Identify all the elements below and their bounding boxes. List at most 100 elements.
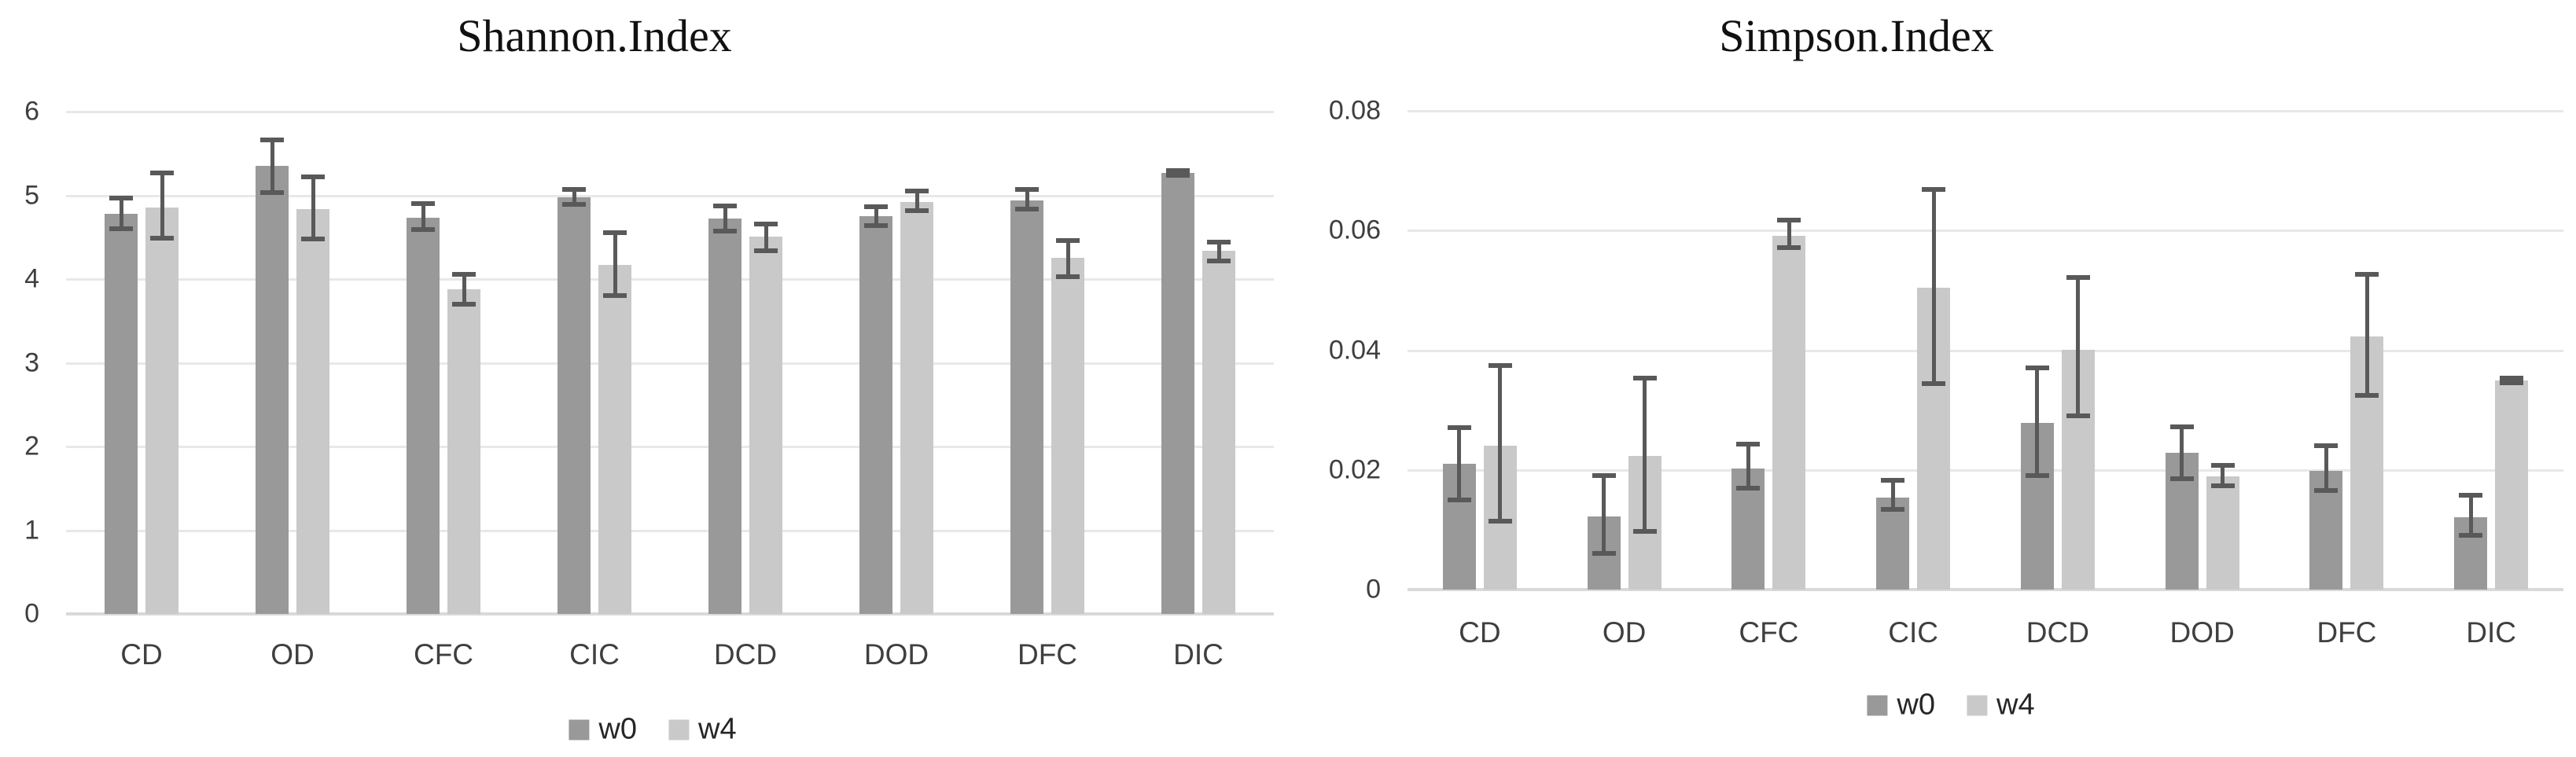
error-cap-bottom <box>260 190 284 196</box>
error-cap-bottom <box>2169 476 2194 482</box>
error-cap-top <box>1056 238 1080 243</box>
bar-w0-CFC <box>407 218 440 614</box>
error-cap-bottom <box>1447 497 1471 502</box>
y-axis-tick-label: 6 <box>24 96 39 127</box>
error-bar-w0-DOD <box>2180 426 2184 480</box>
error-cap-bottom <box>603 293 627 299</box>
error-cap-bottom <box>2066 413 2090 419</box>
error-cap-top <box>2169 424 2194 429</box>
bar-w0-DOD <box>859 216 892 614</box>
error-bar-w0-DCD <box>2035 368 2040 476</box>
error-cap-bottom <box>1056 274 1080 279</box>
gridline <box>1408 110 2563 112</box>
bar-w0-CD <box>105 213 138 614</box>
chart-title: Shannon.Index <box>457 10 732 61</box>
error-bar-w0-CIC <box>1890 480 1895 509</box>
bar-w0-DIC <box>1161 172 1194 614</box>
error-bar-w0-CFC <box>421 204 425 230</box>
y-axis-tick-label: 0.04 <box>1328 335 1381 365</box>
error-cap-top <box>2459 492 2483 498</box>
error-bar-w4-DFC <box>1065 241 1070 277</box>
error-bar-w0-DFC <box>2324 446 2328 491</box>
error-cap-top <box>2355 271 2379 277</box>
y-axis-tick-label: 0 <box>24 598 39 629</box>
x-axis-category-label: DCD <box>713 638 778 671</box>
legend-label-w0: w0 <box>1897 688 1935 722</box>
legend-label-w0: w0 <box>598 712 637 746</box>
error-bar-w4-DIC <box>2509 377 2514 384</box>
error-bar-w0-OD <box>1602 476 1606 554</box>
error-cap-bottom <box>1632 529 1657 535</box>
error-bar-w4-CD <box>160 172 164 238</box>
bar-w4-DOD <box>2206 476 2239 590</box>
error-bar-w4-DOD <box>2221 465 2225 486</box>
error-cap-bottom <box>1736 485 1761 491</box>
error-cap-top <box>1736 442 1761 447</box>
error-cap-top <box>603 230 627 236</box>
error-cap-top <box>754 221 778 226</box>
bar-w4-CIC <box>598 264 631 614</box>
error-cap-bottom <box>2459 533 2483 538</box>
error-cap-top <box>905 189 929 194</box>
error-bar-w0-OD <box>270 140 274 193</box>
legend: w0 w4 <box>1867 689 2035 722</box>
x-axis-category-label: CD <box>1459 616 1501 649</box>
legend-item-w4: w4 <box>668 713 737 747</box>
error-bar-w4-CFC <box>462 274 466 304</box>
legend-swatch-w0 <box>569 719 590 740</box>
bar-w4-OD <box>296 208 329 614</box>
error-bar-w0-DIC <box>2468 494 2473 536</box>
y-axis-tick-label: 1 <box>24 515 39 545</box>
bar-w4-DFC <box>1051 258 1084 614</box>
error-cap-bottom <box>2355 392 2379 398</box>
x-axis-category-label: DFC <box>2317 616 2377 649</box>
error-cap-top <box>301 175 325 180</box>
bar-w0-DFC <box>1010 200 1043 614</box>
error-cap-bottom <box>562 202 586 208</box>
error-cap-top <box>1015 187 1039 193</box>
error-cap-bottom <box>301 236 325 241</box>
x-axis-category-label: CIC <box>569 638 620 671</box>
error-cap-top <box>1166 167 1190 173</box>
error-cap-bottom <box>1922 381 1946 387</box>
bar-w0-OD <box>256 166 289 614</box>
error-cap-bottom <box>1592 551 1616 557</box>
error-bar-w0-CIC <box>572 189 576 205</box>
error-cap-bottom <box>2210 483 2235 488</box>
legend-item-w4: w4 <box>1967 689 2035 722</box>
legend: w0 w4 <box>569 712 737 747</box>
error-bar-w4-DIC <box>1216 242 1221 261</box>
error-cap-bottom <box>2314 488 2339 494</box>
legend-swatch-w0 <box>1867 695 1888 715</box>
error-bar-w4-DCD <box>764 223 768 251</box>
error-cap-bottom <box>109 226 133 232</box>
bar-w4-DCD <box>749 236 782 614</box>
error-cap-top <box>1592 473 1616 479</box>
x-axis-category-label: CFC <box>413 638 474 671</box>
x-axis-category-label: DOD <box>863 638 929 671</box>
bar-w4-CFC <box>447 288 480 614</box>
error-cap-top <box>2314 443 2339 449</box>
error-cap-bottom <box>2025 473 2049 479</box>
y-axis-tick-label: 4 <box>24 263 39 294</box>
bar-w4-DIC <box>1202 250 1235 614</box>
error-cap-bottom <box>754 248 778 253</box>
error-cap-top <box>2025 366 2049 371</box>
error-bar-w4-OD <box>311 177 315 239</box>
error-cap-bottom <box>1166 172 1190 178</box>
legend-item-w0: w0 <box>1867 689 1935 722</box>
error-cap-bottom <box>1881 506 1905 512</box>
x-axis-category-label: DOD <box>2169 616 2235 649</box>
gridline <box>66 362 1274 365</box>
gridline <box>1408 230 2563 233</box>
gridline <box>66 194 1274 197</box>
x-axis-category-label: DIC <box>1173 638 1224 671</box>
error-cap-top <box>260 138 284 143</box>
error-cap-top <box>109 195 133 200</box>
x-axis-line <box>1408 588 2563 591</box>
error-cap-top <box>1922 187 1946 193</box>
error-bar-w4-CIC <box>613 233 617 296</box>
error-bar-w4-DCD <box>2076 277 2081 417</box>
error-cap-top <box>150 170 174 175</box>
